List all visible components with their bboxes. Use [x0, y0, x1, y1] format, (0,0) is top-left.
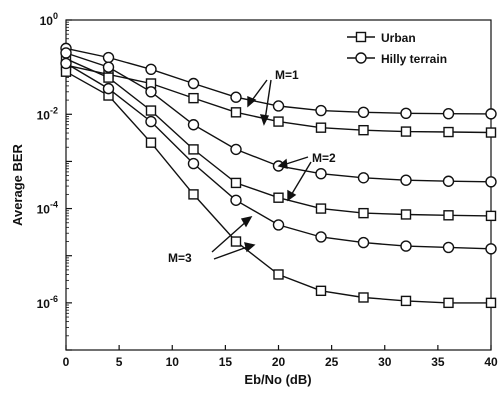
- data-point-square: [358, 207, 369, 219]
- data-point-circle: [357, 106, 370, 119]
- arrow-m3-b: [213, 245, 251, 260]
- y-tick-label: 10-4: [37, 200, 58, 217]
- data-point-circle: [485, 243, 497, 255]
- data-point-circle: [230, 91, 242, 103]
- data-point-circle: [187, 157, 200, 170]
- data-point-circle: [485, 108, 497, 120]
- arrow-m1-b: [264, 79, 272, 121]
- data-point-circle: [357, 172, 370, 184]
- data-point-square: [315, 203, 327, 214]
- annotation-m3: M=3: [168, 251, 192, 265]
- data-point-circle: [145, 86, 157, 98]
- data-point-circle: [272, 100, 285, 112]
- arrow-m2-a: [282, 156, 309, 166]
- data-point-square: [230, 177, 242, 189]
- data-point-circle: [102, 61, 115, 73]
- data-point-circle: [442, 175, 455, 187]
- data-point-square: [485, 210, 497, 222]
- data-point-square: [485, 297, 497, 309]
- data-point-circle: [442, 107, 455, 120]
- x-ticks: 0 5 10 15 20 25 30 35 40: [63, 345, 498, 369]
- data-point-square: [230, 236, 242, 247]
- data-point-square: [273, 116, 284, 127]
- data-point-square: [145, 105, 157, 116]
- data-point-square: [443, 126, 454, 138]
- data-point-circle: [272, 219, 285, 231]
- x-tick-label: 10: [166, 355, 180, 369]
- data-point-square: [400, 126, 412, 137]
- arrow-m2-b-head: [287, 189, 297, 202]
- data-point-circle: [102, 51, 115, 64]
- data-point-circle: [357, 236, 370, 249]
- arrow-m3-b-head: [244, 242, 256, 253]
- data-point-circle: [187, 119, 200, 131]
- y-tick-label: 10-6: [37, 294, 58, 311]
- annotation-m2: M=2: [312, 151, 336, 165]
- data-point-square: [400, 209, 412, 220]
- data-point-circle: [145, 63, 157, 75]
- annotation-arrows: [211, 79, 312, 260]
- data-point-circle: [485, 176, 497, 188]
- data-point-circle: [400, 174, 412, 186]
- data-point-circle: [315, 167, 327, 180]
- legend-label-urban: Urban: [381, 31, 416, 45]
- data-point-circle: [60, 47, 72, 59]
- data-point-circle: [442, 241, 455, 254]
- arrow-m1-b-head: [259, 114, 270, 126]
- arrow-m3-a: [211, 219, 249, 253]
- x-tick-label: 25: [325, 355, 339, 369]
- legend-box: [338, 22, 488, 72]
- data-point-square: [400, 295, 412, 307]
- x-tick-label: 20: [272, 355, 286, 369]
- series-line-urban-m2: [65, 58, 492, 217]
- arrow-m2-a-head: [277, 158, 288, 169]
- y-ticks: 100 10-2 10-4 10-6: [37, 11, 72, 351]
- x-tick-label: 15: [219, 355, 233, 369]
- data-point-circle: [102, 82, 115, 95]
- data-point-circle: [230, 143, 242, 156]
- legend-label-hilly: Hilly terrain: [381, 52, 447, 66]
- data-point-square: [230, 107, 242, 118]
- series-layer: [60, 42, 497, 309]
- y-axis-label: Average BER: [10, 143, 25, 225]
- data-point-circle: [400, 107, 412, 119]
- y-tick-label: 100: [40, 11, 58, 28]
- data-point-square: [443, 297, 454, 309]
- data-point-square: [273, 192, 284, 203]
- legend-marker-urban: [355, 31, 367, 43]
- x-axis-label: Eb/No (dB): [244, 372, 311, 387]
- data-point-square: [358, 124, 369, 136]
- data-point-square: [315, 122, 327, 133]
- data-point-square: [273, 269, 284, 280]
- data-point-square: [103, 72, 114, 83]
- x-tick-label: 5: [116, 355, 123, 369]
- arrow-m2-b: [289, 161, 312, 198]
- data-point-square: [443, 210, 454, 221]
- data-point-square: [315, 285, 327, 297]
- data-point-square: [188, 144, 199, 155]
- data-point-circle: [60, 57, 72, 70]
- data-point-circle: [145, 115, 157, 128]
- data-point-circle: [315, 104, 327, 117]
- legend-marker-hilly: [355, 52, 367, 64]
- data-point-circle: [315, 231, 327, 243]
- data-point-circle: [230, 194, 242, 206]
- y-tick-label: 10-2: [37, 105, 58, 122]
- data-point-square: [145, 137, 157, 148]
- data-point-square: [188, 189, 199, 200]
- arrow-m3-a-head: [240, 215, 253, 228]
- x-tick-label: 35: [431, 355, 445, 369]
- x-tick-label: 30: [378, 355, 392, 369]
- data-point-square: [188, 92, 199, 104]
- arrow-m1-a-head: [247, 95, 257, 108]
- data-point-circle: [400, 240, 412, 252]
- data-point-square: [485, 127, 497, 138]
- annotation-m1: M=1: [275, 68, 299, 82]
- legend: Urban Hilly terrain: [338, 22, 488, 72]
- x-tick-label: 40: [484, 355, 498, 369]
- x-tick-label: 0: [63, 355, 70, 369]
- data-point-circle: [187, 77, 200, 90]
- data-point-square: [358, 292, 369, 303]
